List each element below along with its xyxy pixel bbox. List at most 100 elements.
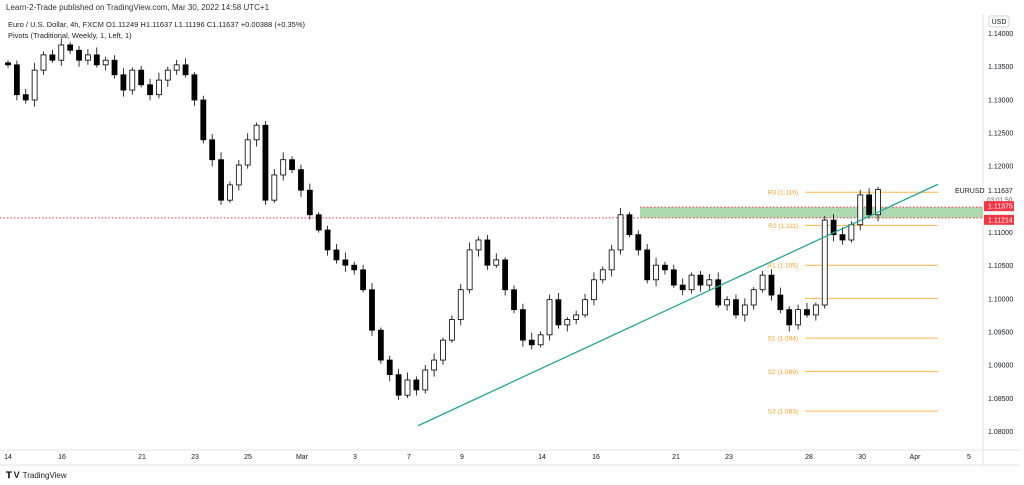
- candle-up: [493, 259, 500, 266]
- y-tick-label: 1.09000: [988, 363, 1013, 370]
- x-tick-label: 28: [805, 454, 813, 461]
- candle-down: [635, 234, 642, 251]
- x-tick-label: 14: [538, 454, 546, 461]
- candle-up: [537, 334, 544, 346]
- bar-countdown: 03:01:50: [987, 197, 1013, 204]
- y-tick-label: 1.08500: [988, 396, 1013, 403]
- candle-down: [191, 74, 198, 101]
- candle-up: [457, 289, 464, 320]
- symbol-ohlc: Euro / U.S. Dollar, 4h, FXCM O1.11249 H1…: [8, 20, 305, 29]
- candle-down: [484, 239, 491, 266]
- candle-up: [280, 159, 287, 176]
- last-price-label: 1.11637: [988, 188, 1013, 195]
- x-tick-label: 16: [592, 454, 600, 461]
- candle-up: [448, 319, 455, 341]
- candle-down: [289, 159, 295, 171]
- candle-up: [156, 79, 162, 96]
- x-tick-label: Mar: [296, 454, 309, 461]
- price-badge: [984, 214, 1014, 225]
- logo-text: TradingView: [22, 471, 67, 480]
- candle-down: [76, 49, 82, 61]
- candle-up: [546, 299, 553, 336]
- candle-up: [235, 164, 242, 186]
- x-tick-label: 23: [725, 454, 733, 461]
- candle-down: [866, 194, 873, 216]
- y-tick-label: 1.08000: [988, 429, 1013, 436]
- candle-down: [768, 274, 775, 296]
- x-tick-label: 23: [191, 454, 199, 461]
- candle-up: [466, 249, 473, 291]
- y-tick-label: 1.14000: [988, 31, 1013, 38]
- candle-up: [608, 249, 615, 271]
- x-tick-label: 14: [4, 454, 12, 461]
- x-tick-label: 25: [244, 454, 252, 461]
- candle-up: [564, 319, 571, 326]
- pivot-label-r3: R3 (1.116): [768, 190, 798, 197]
- candle-up: [173, 64, 180, 71]
- candle-down: [298, 169, 304, 191]
- candle-up: [759, 274, 766, 291]
- candle-up: [31, 69, 38, 101]
- candle-down: [324, 229, 331, 251]
- x-tick-label: 7: [407, 454, 411, 461]
- candle-down: [626, 214, 633, 236]
- pivot-label-s2: S2 (1.089): [768, 369, 798, 376]
- candle-up: [475, 239, 482, 251]
- candle-down: [777, 294, 784, 311]
- candle-down: [13, 64, 20, 96]
- y-tick-label: 1.12000: [988, 164, 1013, 171]
- tradingview-logo[interactable]: 𝐓 V TradingView: [6, 470, 67, 481]
- candle-up: [440, 339, 446, 361]
- candle-up: [129, 69, 136, 91]
- candle-down: [830, 219, 837, 236]
- candle-up: [40, 54, 47, 71]
- candle-down: [670, 269, 677, 286]
- candle-down: [138, 69, 145, 86]
- candle-down: [306, 189, 313, 216]
- candle-up: [741, 304, 748, 316]
- candle-down: [644, 249, 651, 281]
- x-tick-label: 30: [858, 454, 866, 461]
- candle-down: [200, 99, 207, 141]
- candle-up: [164, 69, 171, 81]
- pivot-label-s1: S1 (1.094): [768, 336, 798, 343]
- candle-up: [84, 54, 91, 61]
- x-tick-label: 9: [460, 454, 464, 461]
- candle-down: [369, 289, 375, 331]
- candle-down: [679, 284, 686, 291]
- x-tick-label: 3: [353, 454, 357, 461]
- candle-down: [662, 264, 668, 271]
- candle-up: [848, 224, 855, 241]
- candle-up: [422, 369, 429, 391]
- y-tick-label: 1.09500: [988, 330, 1013, 337]
- candle-up: [253, 124, 260, 141]
- candle-up: [58, 44, 65, 61]
- candle-up: [573, 314, 580, 320]
- candle-down: [342, 259, 349, 266]
- candle-down: [147, 84, 153, 96]
- candle-down: [93, 54, 100, 66]
- candle-up: [591, 279, 597, 301]
- candle-down: [511, 289, 517, 311]
- candle-down: [67, 44, 74, 51]
- y-tick-label: 1.13500: [988, 64, 1013, 71]
- candle-down: [333, 249, 340, 261]
- candle-up: [582, 299, 588, 316]
- candle-down: [839, 234, 846, 241]
- support-zone: [640, 207, 983, 218]
- candle-down: [377, 329, 384, 361]
- y-tick-label: 1.11000: [988, 230, 1013, 237]
- candle-down: [715, 279, 722, 306]
- candle-down: [386, 359, 393, 376]
- price-badge-label: 1.11375: [988, 204, 1013, 211]
- candle-up: [431, 359, 438, 371]
- candle-up: [599, 269, 606, 281]
- symbol-label: EURUSD: [955, 188, 985, 195]
- pivot-label-r1: R1 (1.105): [767, 263, 798, 270]
- price-badge: [984, 201, 1014, 212]
- trendline: [417, 183, 939, 427]
- x-tick-label: Apr: [910, 454, 922, 461]
- candle-up: [271, 174, 278, 201]
- candle-up: [795, 309, 802, 326]
